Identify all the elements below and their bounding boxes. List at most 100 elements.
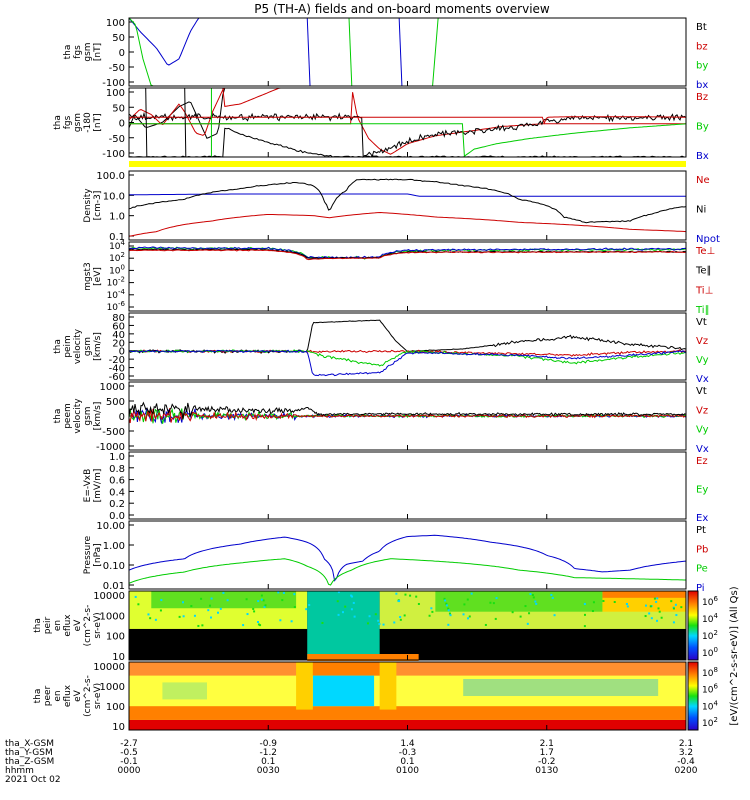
spectrogram-ion-pixel: [626, 605, 629, 608]
panel-5-ylabel: velocity: [73, 328, 83, 364]
series-by-recovery: [129, 123, 687, 158]
panel-8-ytick: 0.10: [103, 561, 125, 572]
spectrogram-ion-pixel: [494, 617, 497, 620]
colorbar-9-tick: 102: [702, 629, 718, 642]
panel-9-ylabel: tha: [33, 618, 43, 633]
panel-6-ytick: -500: [102, 427, 125, 438]
spectrogram-ion-pixel: [672, 607, 675, 610]
panel-10-ytick: 1000: [100, 682, 125, 693]
series-bx-crossing: [306, 17, 311, 87]
spectrogram-ion-pixel: [277, 591, 280, 594]
panel-9-ylabel: en: [53, 620, 63, 631]
panel-5-ylabel: [km/s]: [93, 332, 103, 361]
panel-1-ytick: 0: [119, 48, 125, 59]
spectrogram-ion-band: [602, 591, 686, 598]
spectrogram-ion-pixel: [660, 616, 663, 619]
spectrogram-ion-pixel: [445, 604, 448, 607]
colorbar-10-tick: 106: [702, 683, 718, 696]
panel-2-ylabel: fgs: [63, 115, 73, 129]
panel-6-legend-1: Vt: [696, 386, 707, 397]
panel-10-ylabel: (cm^2-s-: [83, 675, 93, 717]
spectrogram-ion-pixel: [253, 610, 256, 613]
spectrogram-ion-pixel: [352, 601, 355, 604]
panel-7-ytick: 0.8: [109, 464, 125, 475]
spectrogram-ion-pixel: [257, 621, 260, 624]
spectrogram-ion-pixel: [583, 613, 586, 616]
spectrogram-ion-pixel: [449, 614, 452, 617]
spectrogram-ion-pixel: [644, 615, 647, 618]
panel-2-ytick: 0: [119, 119, 125, 130]
xaxis-tick-value: 1.7: [540, 748, 554, 758]
panel-6: tha peem velocity gsm [km/s] 1000 500 0 -500 -100…: [53, 382, 709, 455]
xaxis-row-label: tha_Y-GSM: [5, 748, 53, 758]
xaxis-tick-value: 0100: [396, 766, 419, 776]
series-by-crossing: [348, 17, 353, 87]
panel-1-legend-4: bx: [696, 80, 708, 91]
panel-9-ytick: 10000: [93, 591, 125, 602]
spectrogram-ion-pixel: [415, 595, 418, 598]
spectrogram-ion-pixel: [293, 593, 296, 596]
panel-3-ytick: 100.0: [96, 171, 125, 182]
panel-6-legend-4: Vx: [696, 444, 709, 455]
spectrogram-electron-band: [162, 682, 207, 700]
series-vz: [128, 408, 687, 424]
spectrogram-ion-pixel: [344, 605, 347, 608]
panel-2-ylabel: -180: [83, 112, 93, 133]
spectrogram-ion-pixel: [550, 593, 553, 596]
panel-8-legend-3: Pe: [696, 564, 708, 575]
spectrogram-ion-pixel: [290, 620, 293, 623]
spectrogram-ion-pixel: [591, 610, 594, 613]
colorbar-9-gradient: [687, 590, 699, 661]
spectrogram-ion-pixel: [511, 611, 514, 614]
panel-7-ytick: 0.2: [109, 499, 125, 510]
panel-5-legend-1: Vt: [696, 317, 707, 328]
series-by: [128, 17, 686, 87]
panel-4-ytick: 10-6: [107, 300, 126, 313]
panel-5-legend-2: Vz: [696, 336, 708, 347]
spectrogram-electron-band: [307, 662, 380, 676]
spectrogram-ion-pixel: [200, 597, 203, 600]
spectrogram-ion-pixel: [428, 614, 431, 617]
spectrogram-ion-pixel: [378, 623, 381, 626]
panel-5-ytick: -20: [109, 355, 125, 366]
series-vt: [128, 401, 687, 419]
panel-10-ylabel: peer: [43, 685, 53, 706]
panel-8-legend-4: Pi: [696, 583, 705, 594]
panel-9-ytick: 10: [112, 652, 125, 663]
panel-1-frame: [128, 17, 687, 87]
spectrogram-ion-pixel: [216, 611, 219, 614]
panel-8-ytick: 0.01: [103, 581, 125, 592]
colorbar-9-tick: 100: [702, 646, 718, 659]
panel-2-ylabel: tha: [53, 115, 63, 130]
spectrogram-electron-band: [129, 662, 686, 676]
spectrogram-ion-pixel: [190, 605, 193, 608]
spectrogram-ion-pixel: [305, 608, 308, 611]
spectrogram-ion-pixel: [467, 617, 470, 620]
spectrogram-ion-pixel: [281, 599, 284, 602]
spectrogram-ion-pixel: [444, 599, 447, 602]
spectrogram-ion-pixel: [207, 609, 210, 612]
panel-1-legend-3: by: [696, 61, 708, 72]
series-by-crossing-2: [432, 17, 439, 87]
spectrogram-ion-pixel: [648, 612, 651, 615]
panel-2-data: [128, 87, 687, 159]
xaxis-tick-value: 0.1: [261, 757, 275, 767]
colorbar-10-tick: 104: [702, 699, 718, 712]
panel-3-legend-2: Ni: [696, 205, 706, 216]
xaxis-tick-value: -0.5: [120, 748, 138, 758]
spectrogram-ion-pixel: [242, 624, 245, 627]
spectrogram-ion-pixel: [466, 598, 469, 601]
spectrogram-ion-pixel: [210, 597, 213, 600]
mode-bar: [129, 161, 686, 167]
spectrogram-ion-pixel: [350, 608, 353, 611]
panel-2-ytick: 50: [112, 103, 125, 114]
panel-8-legend-2: Pb: [696, 544, 708, 555]
spectrogram-ion-pixel: [613, 601, 616, 604]
spectrogram-ion-pixel: [351, 595, 354, 598]
spectrogram-ion-pixel: [201, 624, 204, 627]
panel-4-legend-2: Te∥: [695, 266, 712, 277]
panel-2-legend-2: By: [696, 122, 709, 133]
spectrogram-ion-pixel: [445, 602, 448, 605]
panel-3-frame: [128, 170, 687, 241]
panel-5-legend-3: Vy: [696, 355, 709, 366]
